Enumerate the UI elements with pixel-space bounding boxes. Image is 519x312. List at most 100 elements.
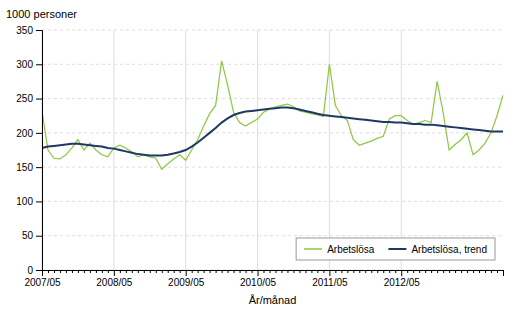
tick bbox=[431, 270, 432, 273]
tick bbox=[473, 270, 474, 273]
tick-mark bbox=[275, 270, 276, 273]
tick-mark bbox=[395, 270, 396, 273]
x-axis: 2007/052008/052009/052010/052011/052012/… bbox=[24, 270, 503, 288]
tick bbox=[60, 270, 61, 273]
tick-mark bbox=[204, 270, 205, 273]
tick: 2011/05 bbox=[312, 270, 348, 288]
tick bbox=[305, 270, 306, 273]
line bbox=[42, 107, 503, 155]
tick bbox=[72, 270, 73, 273]
tick-mark bbox=[162, 270, 163, 273]
tick bbox=[90, 270, 91, 273]
tick bbox=[150, 270, 151, 273]
tick-mark bbox=[36, 270, 42, 271]
tick-mark bbox=[102, 270, 103, 273]
tick bbox=[461, 270, 462, 273]
tick-label: 200 bbox=[16, 128, 33, 139]
tick-mark bbox=[287, 270, 288, 273]
tick: 250 bbox=[16, 93, 42, 104]
tick-label: 2010/05 bbox=[240, 277, 277, 288]
tick bbox=[174, 270, 175, 273]
tick-mark bbox=[156, 270, 157, 273]
tick bbox=[138, 270, 139, 273]
tick bbox=[144, 270, 145, 273]
grid-line bbox=[42, 30, 503, 31]
tick-mark bbox=[240, 270, 241, 273]
y-axis: 050100150200250300350 bbox=[16, 25, 42, 276]
tick bbox=[192, 270, 193, 273]
tick-mark bbox=[234, 270, 235, 273]
tick: 100 bbox=[16, 196, 42, 207]
tick bbox=[359, 270, 360, 273]
tick bbox=[347, 270, 348, 273]
tick bbox=[395, 270, 396, 273]
tick bbox=[383, 270, 384, 273]
tick-label: 2009/05 bbox=[168, 277, 205, 288]
axis-line bbox=[36, 31, 43, 271]
tick-label: 2011/05 bbox=[312, 277, 348, 288]
tick-mark bbox=[132, 270, 133, 273]
tick-mark bbox=[228, 270, 229, 273]
tick-mark bbox=[252, 270, 253, 273]
tick-mark bbox=[78, 270, 79, 273]
tick-mark bbox=[270, 270, 271, 273]
grid bbox=[42, 30, 503, 270]
tick-mark bbox=[54, 270, 55, 273]
tick-label: 0 bbox=[27, 265, 33, 276]
tick bbox=[162, 270, 163, 273]
tick bbox=[275, 270, 276, 273]
tick bbox=[449, 270, 450, 273]
tick-label: 2008/05 bbox=[96, 277, 133, 288]
tick bbox=[198, 270, 199, 273]
tick bbox=[287, 270, 288, 273]
axis-line bbox=[43, 271, 504, 277]
tick bbox=[270, 270, 271, 273]
tick-mark bbox=[425, 270, 426, 273]
tick-mark bbox=[198, 270, 199, 273]
tick-mark bbox=[377, 270, 378, 273]
grid-line bbox=[42, 201, 503, 202]
tick bbox=[264, 270, 265, 273]
tick-mark bbox=[341, 270, 342, 273]
tick bbox=[108, 270, 109, 273]
tick-mark bbox=[144, 270, 145, 273]
grid-line bbox=[42, 235, 503, 236]
tick: 2008/05 bbox=[96, 270, 133, 288]
grid-line bbox=[113, 30, 114, 270]
tick-mark bbox=[36, 99, 42, 100]
tick bbox=[228, 270, 229, 273]
tick bbox=[317, 270, 318, 273]
tick bbox=[252, 270, 253, 273]
tick bbox=[96, 270, 97, 273]
tick bbox=[126, 270, 127, 273]
legend-box bbox=[296, 238, 495, 260]
tick-mark bbox=[48, 270, 49, 273]
tick bbox=[353, 270, 354, 273]
tick-mark bbox=[66, 270, 67, 273]
tick-mark bbox=[186, 270, 187, 276]
tick-mark bbox=[317, 270, 318, 273]
tick-mark bbox=[293, 270, 294, 273]
tick-mark bbox=[216, 270, 217, 273]
tick-mark bbox=[449, 270, 450, 273]
legend-swatch bbox=[304, 248, 322, 250]
tick-mark bbox=[36, 30, 42, 31]
tick-mark bbox=[222, 270, 223, 273]
tick bbox=[491, 270, 492, 273]
tick-mark bbox=[371, 270, 372, 273]
tick-mark bbox=[485, 270, 486, 273]
tick-mark bbox=[455, 270, 456, 273]
tick-mark bbox=[443, 270, 444, 273]
tick-mark bbox=[84, 270, 85, 273]
tick bbox=[132, 270, 133, 273]
grid-line bbox=[257, 30, 258, 270]
tick-mark bbox=[329, 270, 330, 276]
legend-swatch bbox=[388, 248, 406, 250]
chart: 2007/052008/052009/052010/052011/052012/… bbox=[0, 0, 519, 312]
tick-mark bbox=[437, 270, 438, 273]
tick bbox=[156, 270, 157, 273]
tick bbox=[467, 270, 468, 273]
tick-mark bbox=[353, 270, 354, 273]
tick-mark bbox=[413, 270, 414, 273]
legend-item: Arbetslösa, trend bbox=[388, 244, 487, 255]
